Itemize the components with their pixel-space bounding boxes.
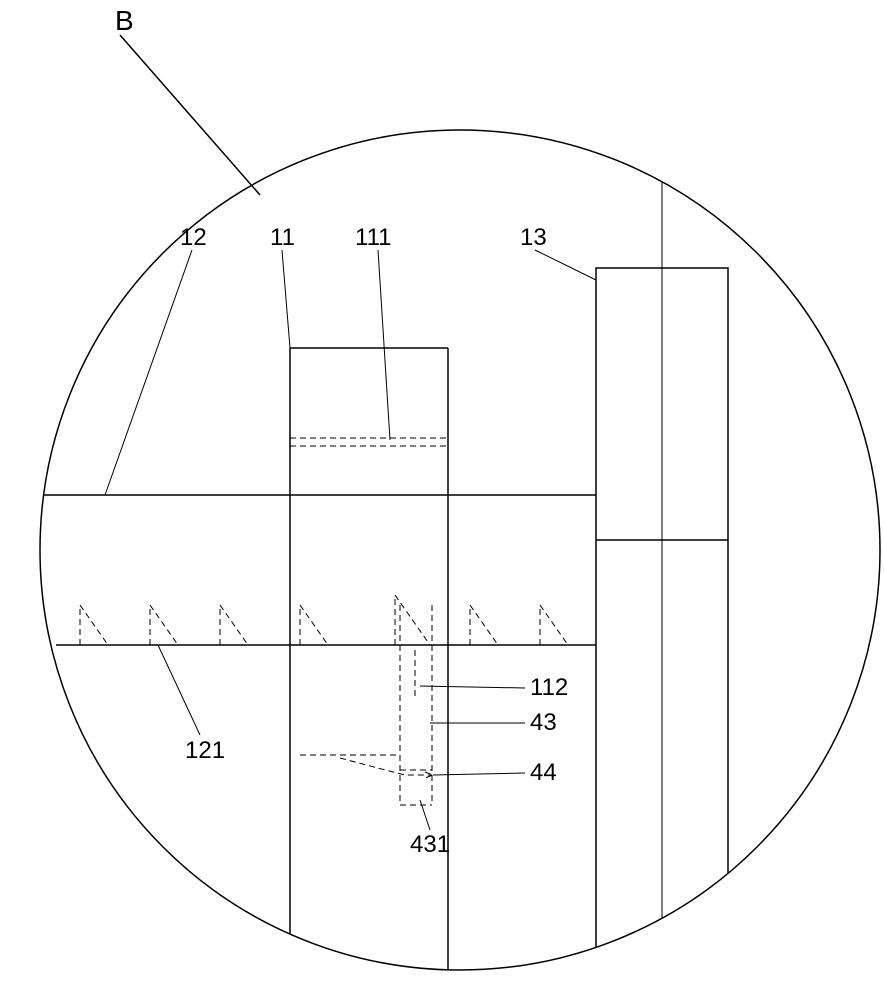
label-431: 431 xyxy=(410,831,450,858)
label-11: 11 xyxy=(270,224,295,251)
element-43 xyxy=(400,605,432,805)
column-13 xyxy=(596,130,728,988)
label-111: 111 xyxy=(355,224,391,251)
label-13: 13 xyxy=(520,224,547,251)
label-112: 112 xyxy=(530,674,568,701)
label-texts: 12 11 111 13 121 112 43 44 431 xyxy=(180,224,568,858)
detail-circle xyxy=(40,130,880,970)
ribs-group xyxy=(80,595,568,645)
label-44: 44 xyxy=(530,759,557,786)
diagram-container: B xyxy=(0,0,884,1000)
detail-leader-line xyxy=(120,35,260,195)
element-44 xyxy=(340,758,432,775)
label-12: 12 xyxy=(180,224,207,251)
labels-group xyxy=(105,250,596,830)
column-11 xyxy=(290,348,448,970)
label-43: 43 xyxy=(530,709,557,736)
technical-diagram: B xyxy=(0,0,884,1000)
detail-label: B xyxy=(115,5,134,36)
label-121: 121 xyxy=(185,737,225,764)
